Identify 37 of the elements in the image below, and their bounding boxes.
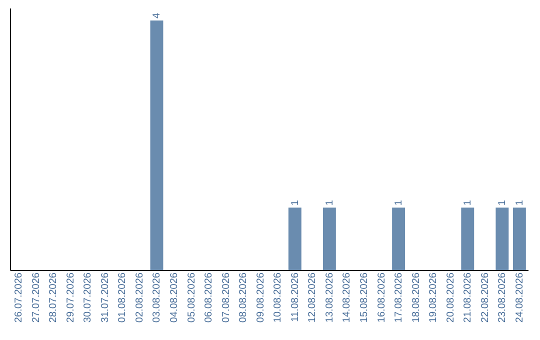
x-tick-label: 27.07.2026: [30, 272, 42, 323]
data-label: 4: [152, 12, 163, 18]
data-label: 1: [514, 200, 526, 206]
x-tick-label: 22.08.2026: [480, 272, 491, 323]
x-tick-label: 17.08.2026: [394, 272, 405, 323]
x-tick-label: 11.08.2026: [290, 272, 301, 322]
data-label: 1: [290, 200, 301, 206]
data-label: 1: [497, 200, 508, 206]
x-tick-label: 23.08.2026: [497, 272, 508, 323]
data-label: 1: [324, 200, 336, 206]
x-tick-label: 26.07.2026: [14, 272, 25, 323]
x-tick-label: 21.08.2026: [462, 272, 474, 323]
x-tick-label: 29.07.2026: [65, 272, 76, 323]
x-tick-label: 05.08.2026: [186, 272, 198, 323]
x-tick-label: 14.08.2026: [342, 272, 353, 323]
x-tick-label: 10.08.2026: [272, 272, 284, 323]
x-tick-label: 16.08.2026: [376, 272, 388, 323]
x-tick-label: 02.08.2026: [134, 272, 146, 323]
x-tick-label: 03.08.2026: [152, 272, 163, 323]
x-tick-label: 01.08.2026: [117, 272, 128, 323]
x-tick-label: 13.08.2026: [324, 272, 336, 323]
x-tick-label: 08.08.2026: [238, 272, 250, 323]
x-tick-label: 24.08.2026: [514, 272, 526, 323]
x-tick-label: 12.08.2026: [307, 272, 318, 323]
data-label: 1: [462, 200, 474, 206]
x-tick-label: 28.07.2026: [48, 272, 60, 323]
x-tick-label: 30.07.2026: [82, 272, 94, 323]
data-label: 1: [394, 200, 405, 206]
x-tick-label: 09.08.2026: [255, 272, 266, 323]
x-tick-label: 15.08.2026: [359, 272, 370, 323]
x-tick-label: 31.07.2026: [100, 272, 111, 323]
x-tick-label: 20.08.2026: [445, 272, 456, 323]
x-tick-label: 04.08.2026: [169, 272, 180, 323]
x-tick-label: 06.08.2026: [204, 272, 215, 323]
x-tick-label: 07.08.2026: [220, 272, 232, 323]
x-tick-label: 18.08.2026: [410, 272, 422, 323]
x-tick-label: 19.08.2026: [428, 272, 440, 323]
